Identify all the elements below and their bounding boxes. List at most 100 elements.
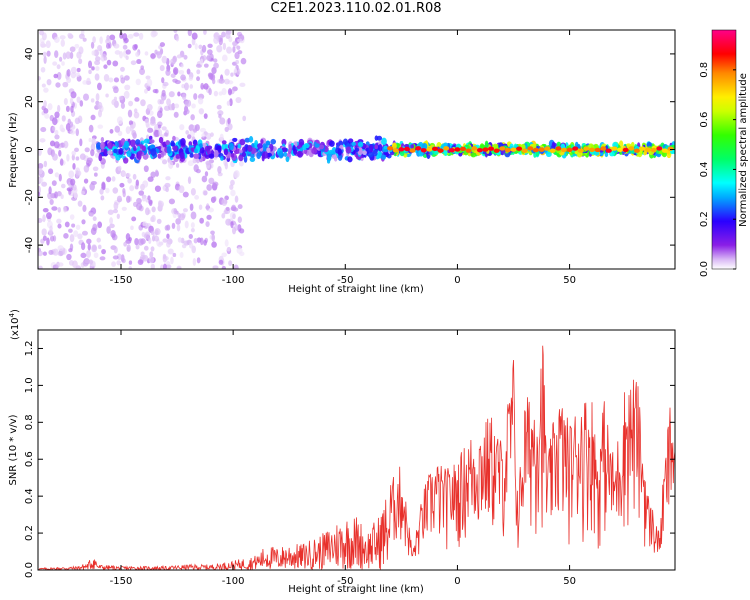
heatmap-cell — [137, 238, 144, 246]
heatmap-cell — [162, 81, 169, 87]
heatmap-cell — [172, 252, 177, 258]
heatmap-cell — [238, 228, 245, 234]
heatmap-cell — [81, 219, 86, 225]
heatmap-cell — [218, 91, 223, 96]
heatmap-cell — [136, 59, 142, 65]
heatmap-cell — [57, 104, 61, 113]
heatmap-cell — [140, 99, 146, 107]
heatmap-cell — [260, 139, 264, 144]
heatmap-cell — [182, 191, 189, 198]
heatmap-cell — [377, 150, 383, 159]
heatmap-cell — [199, 217, 204, 224]
heatmap-cell — [208, 153, 215, 159]
heatmap-cell — [143, 138, 150, 144]
heatmap-cell — [112, 187, 119, 194]
heatmap-cell — [224, 239, 229, 247]
heatmap-cell — [212, 181, 219, 187]
heatmap-cell — [193, 238, 198, 244]
heatmap-cell — [154, 88, 159, 94]
heatmap-cell — [234, 195, 239, 203]
heatmap-cell — [166, 240, 171, 248]
heatmap-cell — [69, 214, 75, 220]
heatmap-cell — [136, 202, 143, 211]
heatmap-cell — [236, 247, 243, 254]
heatmap-cell — [54, 50, 59, 58]
heatmap-cell — [221, 140, 227, 145]
heatmap-cell — [83, 164, 90, 173]
heatmap-cell — [137, 259, 144, 266]
heatmap-cell — [70, 105, 74, 113]
heatmap-cell — [127, 33, 134, 39]
spectrogram-x-tick-label: 50 — [563, 275, 576, 286]
heatmap-cell — [43, 87, 49, 93]
heatmap-cell — [97, 101, 103, 110]
heatmap-cell — [85, 250, 92, 258]
heatmap-cell — [133, 108, 138, 114]
heatmap-cell — [52, 153, 58, 161]
heatmap-cell — [213, 62, 219, 69]
heatmap-cell — [351, 141, 356, 146]
heatmap-cell — [103, 148, 108, 156]
heatmap-cell — [241, 146, 246, 153]
heatmap-cell — [114, 125, 121, 133]
heatmap-cell — [292, 145, 296, 152]
heatmap-cell — [113, 148, 118, 154]
spectrogram-y-tick-label: -20 — [24, 189, 35, 205]
heatmap-cell — [160, 151, 165, 158]
heatmap-cell — [59, 35, 66, 40]
heatmap-cell — [159, 65, 165, 72]
heatmap-cell — [106, 176, 112, 183]
heatmap-cell — [91, 50, 96, 56]
heatmap-cell — [233, 264, 239, 269]
heatmap-cell — [109, 34, 116, 41]
heatmap-cell — [566, 147, 573, 153]
heatmap-cell — [482, 147, 489, 152]
heatmap-cell — [225, 31, 231, 40]
heatmap-cell — [148, 199, 153, 205]
heatmap-cell — [226, 46, 233, 54]
heatmap-cell — [138, 190, 145, 196]
heatmap-cell — [40, 127, 47, 133]
heatmap-cell — [504, 147, 511, 153]
heatmap-cell — [61, 61, 65, 66]
heatmap-cell — [150, 30, 157, 38]
heatmap-cell — [165, 69, 171, 76]
heatmap-cell — [181, 83, 185, 89]
heatmap-cell — [131, 216, 137, 222]
heatmap-cell — [121, 206, 127, 211]
snr-x-tick-label: -150 — [110, 576, 133, 587]
heatmap-cell — [52, 61, 58, 66]
heatmap-cell — [437, 148, 444, 153]
heatmap-cell — [64, 221, 70, 228]
heatmap-cell — [126, 195, 131, 203]
heatmap-cell — [165, 264, 172, 269]
heatmap-cell — [125, 126, 131, 135]
heatmap-cell — [123, 37, 129, 44]
page-title: C2E1.2023.110.02.01.R08 — [270, 1, 442, 16]
snr-series-line — [38, 345, 675, 570]
heatmap-cell — [667, 146, 674, 151]
heatmap-cell — [91, 137, 96, 146]
heatmap-cell — [227, 123, 233, 131]
heatmap-cell — [354, 147, 360, 152]
heatmap-cell — [218, 78, 225, 84]
heatmap-cell — [84, 259, 91, 264]
heatmap-cell — [213, 196, 217, 202]
heatmap-cell — [493, 148, 500, 153]
heatmap-cell — [283, 151, 288, 157]
heatmap-cell — [218, 259, 224, 265]
heatmap-cell — [184, 108, 190, 115]
heatmap-cell — [188, 233, 193, 239]
heatmap-cell — [432, 146, 439, 152]
heatmap-cell — [224, 78, 230, 85]
spectrogram-x-tick-label: -150 — [110, 275, 133, 286]
heatmap-cell — [69, 46, 76, 53]
heatmap-cell — [135, 51, 140, 57]
heatmap-cell — [53, 73, 59, 79]
heatmap-cell — [41, 228, 47, 236]
heatmap-cell — [88, 137, 92, 143]
heatmap-cell — [510, 147, 517, 152]
spectrogram-y-ticks: -40 -20 0 20 40 — [24, 48, 675, 253]
heatmap-cell — [79, 153, 86, 161]
